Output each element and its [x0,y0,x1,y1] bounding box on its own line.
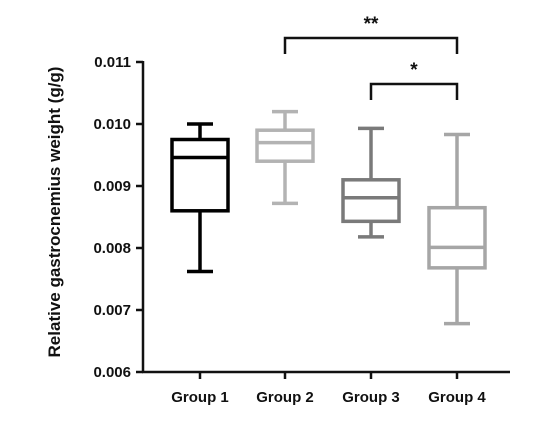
y-tick-label: 0.008 [93,240,131,257]
y-tick-label: 0.009 [93,178,131,195]
iqr-box [341,178,401,224]
iqr-box [170,137,230,213]
box-1 [170,122,230,274]
y-tick-label: 0.010 [93,116,131,133]
box-2 [255,109,315,206]
bracket-line [283,36,459,54]
x-category-label: Group 3 [342,389,400,406]
y-axis-title: Relative gastrocnemius weight (g/g) [45,67,64,358]
x-categories: Group 1 Group 2 Group 3 Group 4 [171,372,486,406]
boxes [170,109,487,326]
x-category-label: Group 2 [256,389,314,406]
iqr-box [255,128,315,163]
box-4 [427,132,487,326]
box-3 [341,126,401,239]
significance-label: * [410,60,418,81]
bracket-line [369,82,459,100]
y-tick-label: 0.006 [93,364,131,381]
x-category-label: Group 1 [171,389,229,406]
significance-bracket: ** [283,14,459,54]
y-tick-label: 0.011 [94,54,131,71]
significance-label: ** [364,14,379,35]
iqr-box [427,205,487,270]
x-category-label: Group 4 [428,389,486,406]
y-tick-label: 0.007 [93,302,131,319]
significance-brackets: *** [283,14,459,100]
significance-bracket: * [369,60,459,100]
axes [141,61,510,374]
y-ticks: 0.006 0.007 0.008 0.009 0.010 0.011 [93,54,143,381]
